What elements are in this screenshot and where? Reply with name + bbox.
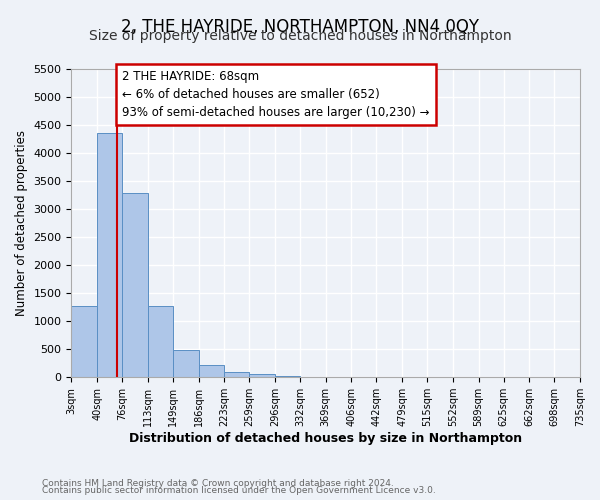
Bar [97, 134, 122, 377]
Bar [224, 372, 249, 377]
Bar [173, 350, 199, 377]
Text: 2 THE HAYRIDE: 68sqm
← 6% of detached houses are smaller (652)
93% of semi-detac: 2 THE HAYRIDE: 68sqm ← 6% of detached ho… [122, 70, 430, 119]
Text: Size of property relative to detached houses in Northampton: Size of property relative to detached ho… [89, 29, 511, 43]
Text: Contains public sector information licensed under the Open Government Licence v3: Contains public sector information licen… [42, 486, 436, 495]
Bar [249, 374, 275, 377]
Bar [148, 306, 173, 377]
Bar [71, 306, 97, 377]
Bar [199, 364, 224, 377]
Bar [275, 376, 300, 377]
Y-axis label: Number of detached properties: Number of detached properties [15, 130, 28, 316]
Text: 2, THE HAYRIDE, NORTHAMPTON, NN4 0QY: 2, THE HAYRIDE, NORTHAMPTON, NN4 0QY [121, 18, 479, 36]
Bar [122, 194, 148, 377]
X-axis label: Distribution of detached houses by size in Northampton: Distribution of detached houses by size … [129, 432, 522, 445]
Text: Contains HM Land Registry data © Crown copyright and database right 2024.: Contains HM Land Registry data © Crown c… [42, 478, 394, 488]
